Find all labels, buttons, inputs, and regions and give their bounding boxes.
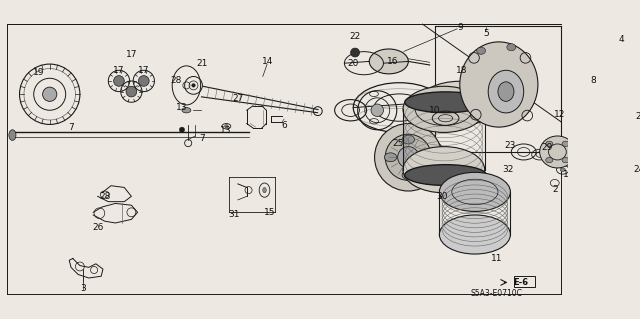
Text: 25: 25 <box>392 138 403 148</box>
Ellipse shape <box>498 82 514 101</box>
Text: E-6: E-6 <box>513 278 529 287</box>
Text: 13: 13 <box>176 103 188 112</box>
Text: 9: 9 <box>457 23 463 32</box>
Ellipse shape <box>397 147 419 168</box>
Text: 8: 8 <box>590 77 596 85</box>
Ellipse shape <box>263 188 266 193</box>
Text: 17: 17 <box>125 50 137 59</box>
Ellipse shape <box>562 158 569 163</box>
Text: 6: 6 <box>281 121 287 130</box>
Text: 17: 17 <box>113 66 125 75</box>
Ellipse shape <box>440 172 510 211</box>
Ellipse shape <box>540 136 575 168</box>
Ellipse shape <box>477 47 486 54</box>
Ellipse shape <box>182 108 191 113</box>
Text: 28: 28 <box>99 192 111 201</box>
Text: 24: 24 <box>634 165 640 174</box>
Ellipse shape <box>608 99 617 106</box>
Text: 21: 21 <box>196 59 208 68</box>
Ellipse shape <box>43 87 57 101</box>
Ellipse shape <box>419 81 501 125</box>
Ellipse shape <box>225 124 228 128</box>
Text: 7: 7 <box>200 134 205 143</box>
Ellipse shape <box>179 127 184 132</box>
Text: 29: 29 <box>541 143 552 152</box>
Ellipse shape <box>546 158 553 163</box>
Ellipse shape <box>589 123 596 132</box>
Ellipse shape <box>369 49 408 74</box>
Ellipse shape <box>374 123 442 191</box>
Ellipse shape <box>560 168 565 172</box>
Ellipse shape <box>635 105 640 110</box>
Ellipse shape <box>138 76 149 86</box>
Ellipse shape <box>371 104 383 116</box>
Text: 32: 32 <box>502 165 513 174</box>
Ellipse shape <box>420 153 432 162</box>
Text: 15: 15 <box>264 208 276 217</box>
Text: 16: 16 <box>387 57 398 66</box>
Ellipse shape <box>114 76 124 86</box>
Text: 28: 28 <box>170 77 182 85</box>
Polygon shape <box>589 97 640 201</box>
Ellipse shape <box>403 86 484 132</box>
Text: 2: 2 <box>553 185 559 194</box>
Text: 19: 19 <box>33 68 45 77</box>
Text: S5A3-E0710C: S5A3-E0710C <box>470 289 522 298</box>
Text: 1: 1 <box>563 170 569 179</box>
Ellipse shape <box>385 153 397 162</box>
Ellipse shape <box>403 147 484 193</box>
Text: 30: 30 <box>436 192 448 201</box>
Ellipse shape <box>604 120 618 131</box>
Ellipse shape <box>601 105 606 110</box>
Ellipse shape <box>192 84 195 87</box>
Ellipse shape <box>546 141 553 146</box>
Ellipse shape <box>630 122 640 132</box>
Text: 27: 27 <box>232 94 244 103</box>
Text: 24: 24 <box>636 112 640 121</box>
Text: 13: 13 <box>220 126 231 135</box>
Ellipse shape <box>603 120 640 166</box>
Text: 12: 12 <box>554 110 565 119</box>
Text: 22: 22 <box>349 32 361 41</box>
Ellipse shape <box>402 171 415 180</box>
Ellipse shape <box>460 42 538 127</box>
Ellipse shape <box>488 70 524 113</box>
Ellipse shape <box>9 130 16 140</box>
Text: 4: 4 <box>618 35 624 44</box>
Ellipse shape <box>385 134 431 180</box>
Text: 3: 3 <box>81 284 86 293</box>
Ellipse shape <box>440 215 510 254</box>
Ellipse shape <box>595 185 600 190</box>
Ellipse shape <box>404 92 486 113</box>
Ellipse shape <box>404 165 486 185</box>
Ellipse shape <box>613 131 635 155</box>
Text: 18: 18 <box>456 66 467 75</box>
Text: 7: 7 <box>68 122 74 132</box>
Text: 17: 17 <box>138 66 150 75</box>
Text: 23: 23 <box>505 141 516 150</box>
Ellipse shape <box>402 135 415 144</box>
Ellipse shape <box>577 108 609 147</box>
Text: 20: 20 <box>348 59 359 68</box>
Ellipse shape <box>126 86 137 97</box>
Text: 5: 5 <box>484 28 490 38</box>
Text: 10: 10 <box>429 106 441 115</box>
Ellipse shape <box>562 141 569 146</box>
Text: 31: 31 <box>228 210 240 219</box>
Text: 11: 11 <box>492 254 503 263</box>
Text: 26: 26 <box>92 223 103 232</box>
Ellipse shape <box>507 44 516 51</box>
Ellipse shape <box>351 48 360 57</box>
Text: 14: 14 <box>262 57 274 66</box>
